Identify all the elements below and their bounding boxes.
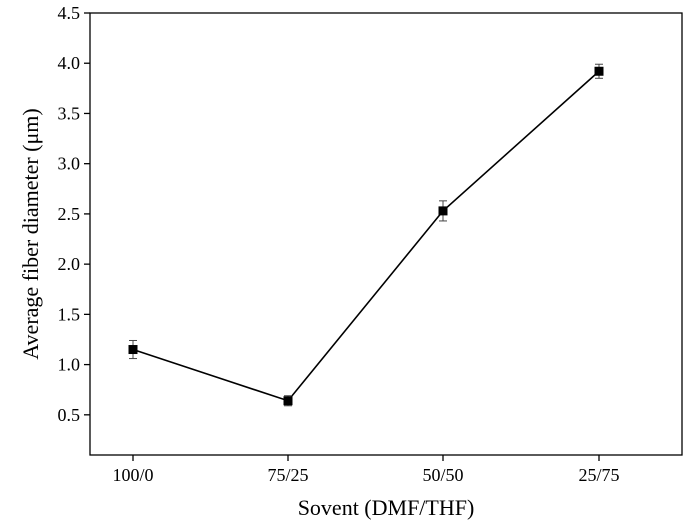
- y-tick-label: 4.0: [58, 53, 81, 73]
- y-tick-label: 3.5: [58, 103, 81, 123]
- data-point: [594, 66, 604, 76]
- y-tick-label: 2.0: [58, 254, 81, 274]
- y-tick-label: 4.5: [58, 3, 81, 23]
- x-tick-label: 25/75: [578, 465, 619, 485]
- y-axis-title: Average fiber diameter (μm): [18, 108, 43, 359]
- plot-frame: [89, 12, 683, 456]
- x-axis: 100/0 75/25 50/50 25/75: [112, 455, 620, 485]
- x-tick-label: 100/0: [112, 465, 153, 485]
- y-tick-label: 1.5: [58, 304, 81, 324]
- x-tick-label: 50/50: [422, 465, 463, 485]
- y-tick-label: 0.5: [58, 405, 81, 425]
- y-axis: 0.5 1.0 1.5 2.0 2.5 3.0 3.5 4.0 4.5: [58, 3, 90, 425]
- y-tick-label: 3.0: [58, 154, 81, 174]
- x-tick-label: 75/25: [267, 465, 308, 485]
- y-tick-label: 1.0: [58, 355, 81, 375]
- series-line: [132, 70, 600, 402]
- series-group: [128, 63, 604, 407]
- data-point: [283, 396, 293, 406]
- x-axis-title: Sovent (DMF/THF): [298, 495, 475, 520]
- y-tick-label: 2.5: [58, 204, 81, 224]
- data-point: [438, 206, 448, 216]
- data-point: [128, 345, 138, 355]
